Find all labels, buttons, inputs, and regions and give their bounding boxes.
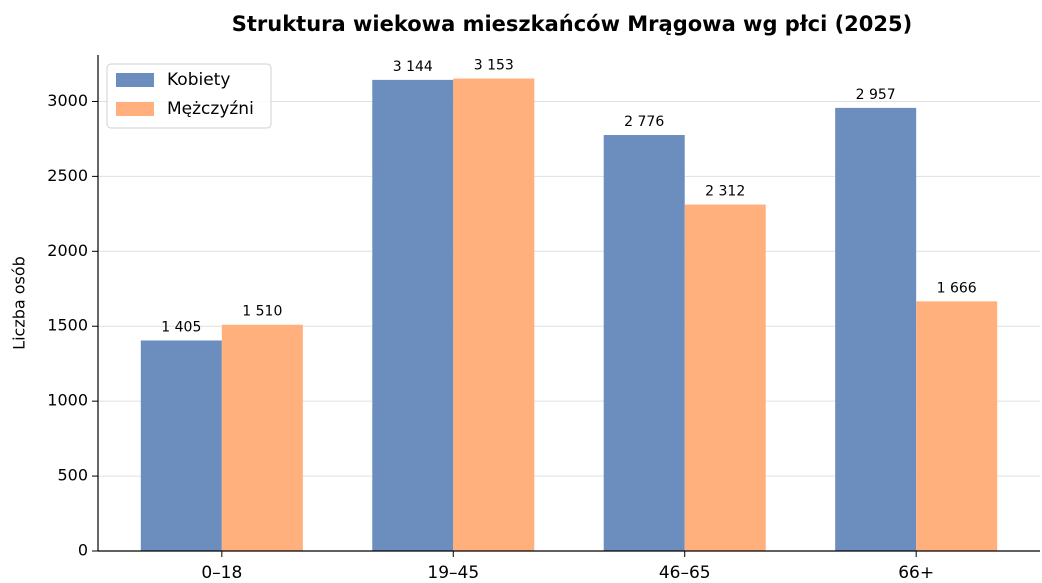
bar	[140, 340, 222, 551]
bar-value-label: 3 144	[393, 59, 433, 75]
bar-value-label: 2 776	[624, 114, 664, 130]
x-tick-label: 46–65	[659, 563, 711, 583]
bar-value-label: 1 510	[242, 304, 282, 320]
y-tick-label: 0	[78, 541, 88, 560]
x-tick-label: 19–45	[427, 563, 479, 583]
legend-swatch	[116, 102, 154, 116]
x-tick-label: 0–18	[201, 563, 242, 583]
legend-label: Kobiety	[167, 70, 230, 90]
chart-title: Struktura wiekowa mieszkańców Mrągowa wg…	[232, 12, 912, 36]
bar-value-label: 2 312	[705, 184, 745, 200]
bar	[372, 79, 454, 551]
bar	[603, 135, 685, 551]
bar	[453, 78, 535, 552]
y-axis-label: Liczba osób	[10, 256, 29, 350]
x-tick-label: 66+	[898, 563, 934, 583]
y-tick-label: 2000	[47, 241, 88, 260]
bar-value-label: 1 405	[161, 319, 201, 335]
bar	[835, 107, 917, 552]
y-tick-label: 500	[57, 466, 88, 485]
legend: Kobiety Mężczyźni	[106, 63, 272, 129]
y-tick-label: 2500	[47, 166, 88, 185]
y-tick-label: 3000	[47, 91, 88, 110]
legend-label: Mężczyźni	[167, 99, 254, 119]
bar-value-label: 3 153	[474, 58, 514, 74]
bar-value-label: 1 666	[937, 280, 977, 296]
bar	[916, 301, 998, 551]
bar	[684, 204, 766, 551]
y-tick-label: 1000	[47, 391, 88, 410]
bar	[221, 324, 303, 551]
legend-swatch	[116, 73, 154, 87]
y-tick-label: 1500	[47, 316, 88, 335]
bar-value-label: 2 957	[856, 87, 896, 103]
